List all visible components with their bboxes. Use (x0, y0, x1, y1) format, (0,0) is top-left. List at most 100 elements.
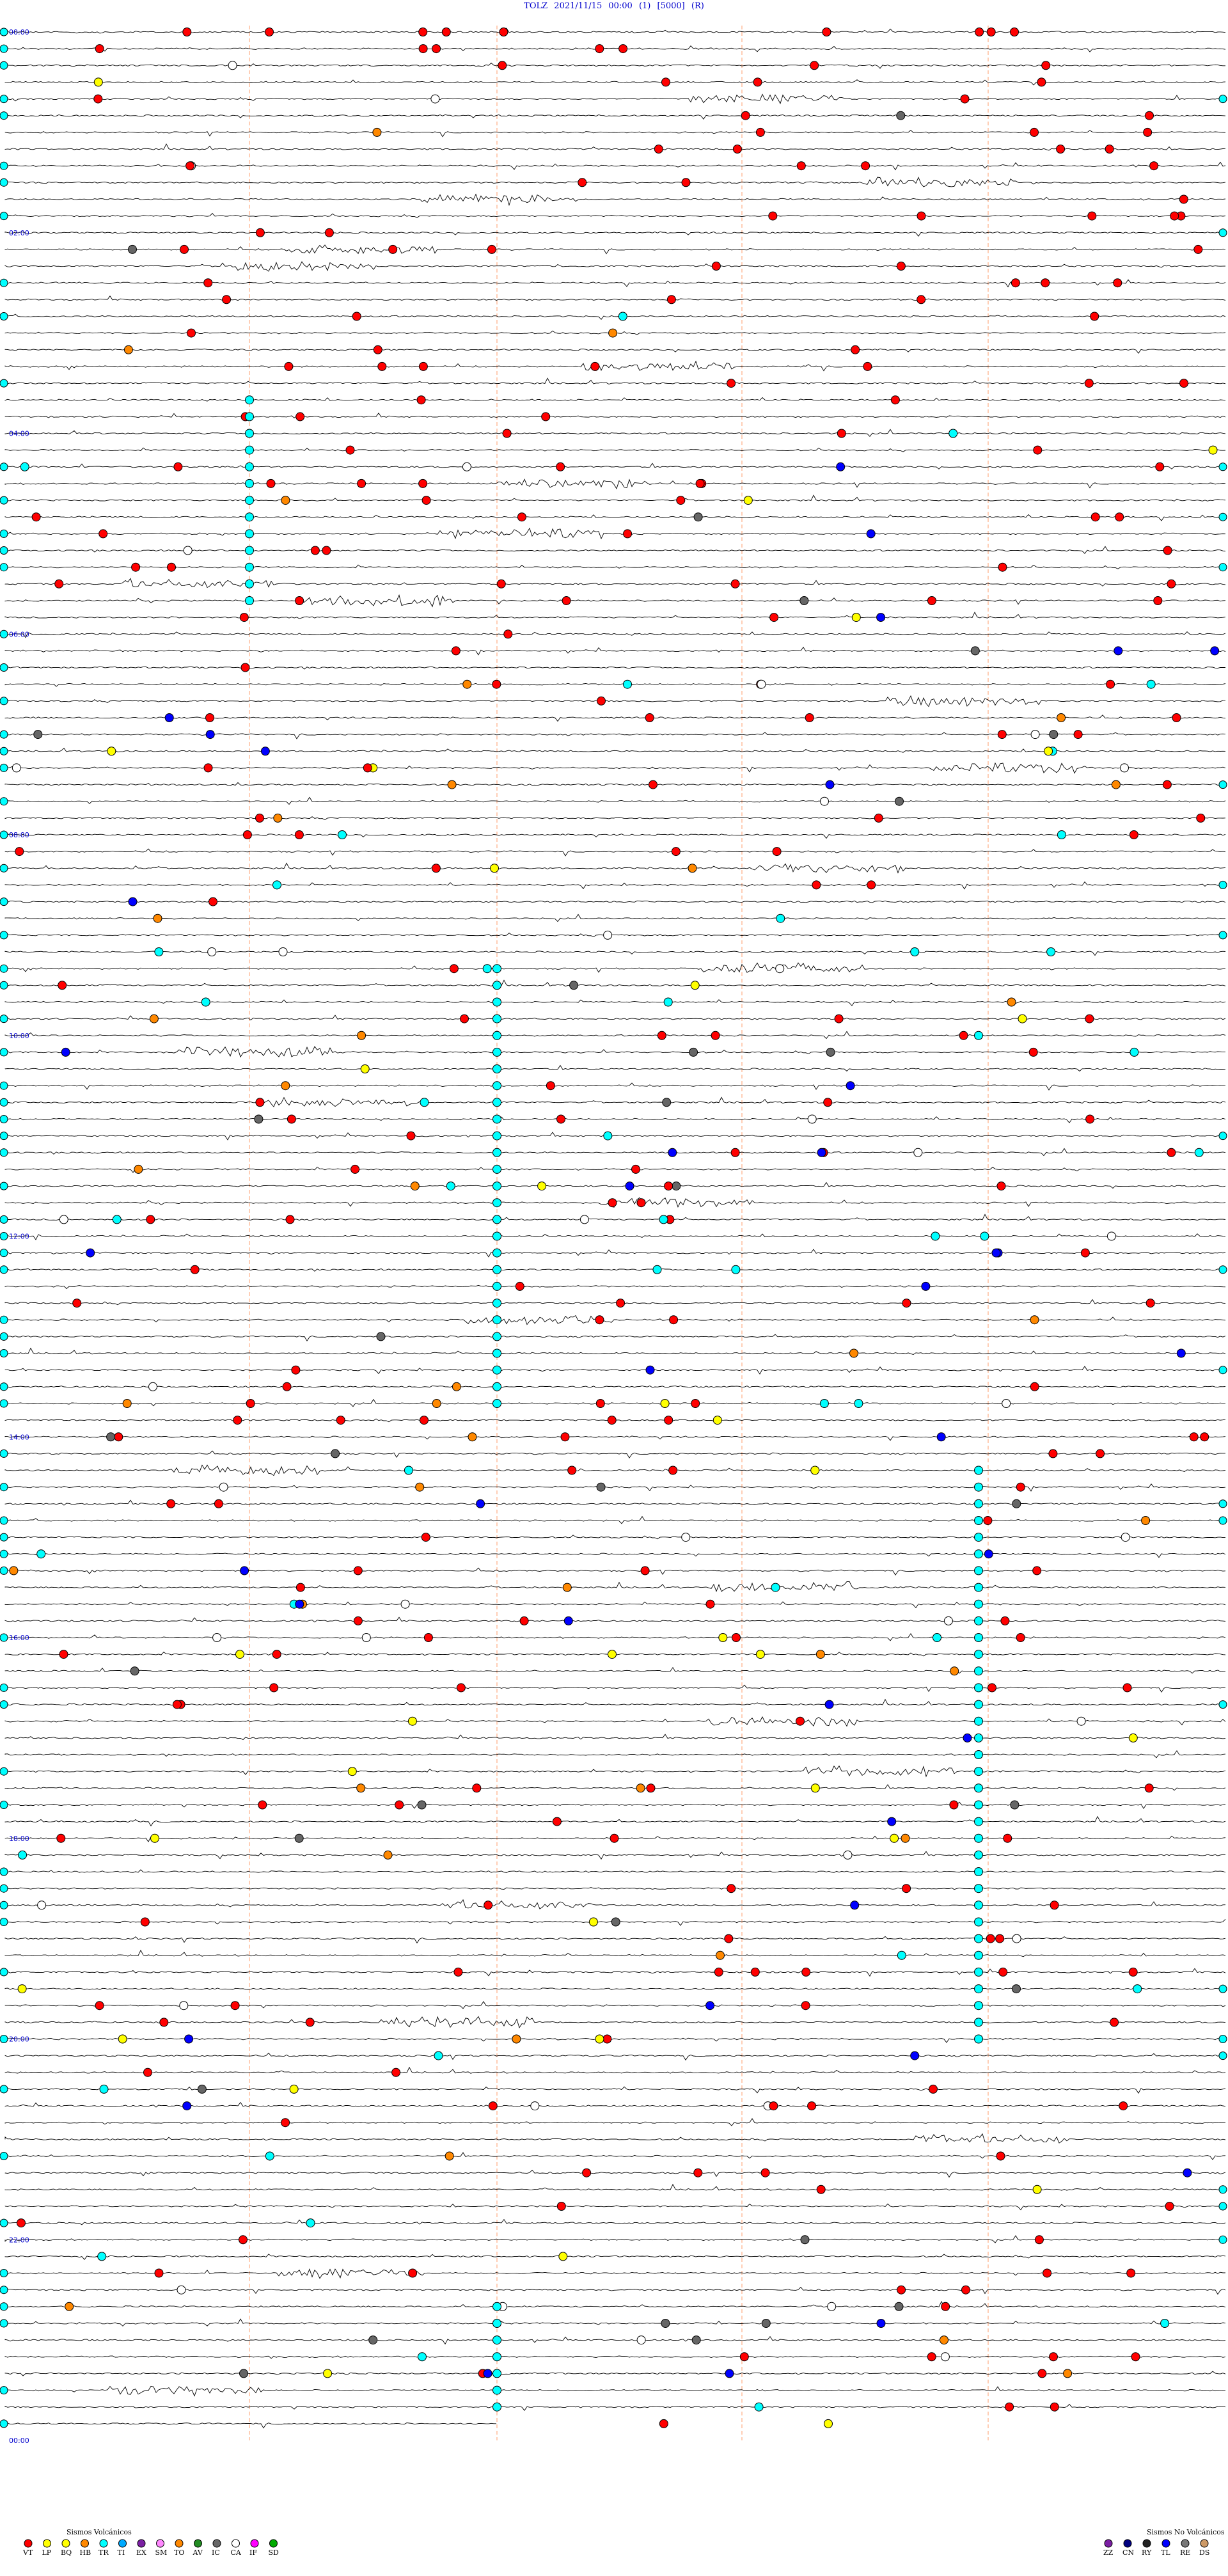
tremor-marker (0, 2419, 8, 2428)
tremor-marker (0, 1399, 8, 1408)
seismic-trace (4, 2300, 1226, 2308)
event-marker (352, 312, 361, 321)
event-marker (983, 1516, 993, 1525)
legend-swatch-vt (24, 2539, 33, 2548)
event-marker (410, 1181, 420, 1191)
seismic-trace (4, 1347, 1226, 1355)
event-marker (546, 1081, 555, 1091)
event-marker (861, 161, 870, 171)
tremor-marker (0, 1048, 8, 1057)
event-marker (595, 1399, 605, 1408)
event-marker (941, 2302, 950, 2311)
seismic-trace (4, 1567, 1226, 1576)
tremor-marker (245, 529, 254, 539)
tremor-marker (0, 2286, 8, 2295)
event-marker (1121, 1533, 1130, 1542)
tremor-marker (974, 1516, 983, 1525)
event-marker (810, 1783, 820, 1793)
event-marker (817, 1148, 826, 1157)
chart-title: TOLZ 2021/11/15 00:00 (1) [5000] (R) (0, 1, 1228, 11)
seismic-trace (4, 45, 1226, 52)
station-label: TOLZ (524, 1, 548, 11)
tremor-marker (974, 2018, 983, 2027)
event-marker (776, 913, 785, 923)
event-marker (345, 445, 355, 455)
legend-code-ds: DS (1199, 2548, 1209, 2557)
seismic-trace (4, 79, 1226, 86)
tremor-marker (0, 2152, 8, 2160)
event-marker (260, 747, 270, 756)
event-marker (154, 2268, 164, 2278)
event-marker (712, 1416, 722, 1425)
tremor-marker (1218, 880, 1227, 889)
event-marker (128, 244, 137, 254)
event-marker (623, 529, 633, 539)
legend-swatch-if (250, 2539, 259, 2548)
event-marker (668, 1148, 677, 1157)
event-marker (1030, 1382, 1039, 1391)
event-marker (1056, 145, 1066, 154)
event-marker (611, 1917, 620, 1927)
event-marker (579, 1215, 589, 1224)
event-marker (996, 1181, 1006, 1191)
event-marker (17, 1984, 27, 1994)
event-marker (1200, 1432, 1209, 1442)
event-marker (86, 1248, 95, 1258)
seismic-trace (4, 2016, 1226, 2028)
event-marker (9, 1566, 19, 1576)
hour-label: 14:00 (9, 1433, 29, 1441)
tremor-marker (974, 1716, 983, 1726)
event-marker (180, 244, 189, 254)
event-marker (502, 429, 512, 438)
tremor-marker (492, 1348, 501, 1358)
tremor-marker (0, 1700, 8, 1709)
seismic-trace (4, 296, 1226, 301)
legend-volcanic-title: Sismos Volcánicos (67, 2528, 132, 2536)
event-marker (182, 28, 192, 36)
event-marker (970, 646, 980, 656)
event-marker (1016, 1482, 1025, 1492)
event-marker (285, 1215, 295, 1224)
event-marker (988, 1683, 996, 1693)
tremor-marker (1218, 2202, 1227, 2211)
event-marker (15, 847, 24, 857)
event-marker (823, 1098, 833, 1107)
event-marker (730, 579, 740, 589)
event-marker (449, 964, 459, 974)
legend-swatch-ry (1142, 2539, 1151, 2548)
event-marker (482, 964, 492, 974)
seismic-trace (4, 1553, 1226, 1558)
event-marker (123, 345, 133, 354)
tremor-marker (974, 1750, 983, 1759)
seismic-trace (4, 2183, 1226, 2191)
event-marker (727, 1884, 736, 1893)
event-marker (691, 2335, 701, 2345)
event-marker (258, 1800, 267, 1810)
event-marker (959, 1031, 968, 1040)
event-marker (207, 947, 217, 956)
seismic-trace (4, 1869, 1226, 1873)
event-marker (278, 947, 288, 956)
event-marker (1018, 1014, 1027, 1023)
event-marker (1189, 1432, 1199, 1442)
event-marker (1012, 1499, 1021, 1508)
event-marker (910, 947, 920, 956)
seismic-trace (4, 429, 1226, 437)
legend-swatch-ca (232, 2539, 240, 2548)
legend-swatch-zz (1104, 2539, 1113, 2548)
tremor-marker (0, 797, 8, 806)
event-marker (31, 512, 41, 522)
seismic-trace (4, 1684, 1226, 1693)
event-marker (753, 77, 762, 87)
seismic-trace (4, 1483, 1226, 1492)
event-marker (1210, 646, 1220, 656)
event-marker (927, 2352, 936, 2362)
legend-swatch-hb (81, 2539, 89, 2548)
event-marker (636, 1198, 646, 1208)
event-marker (724, 1934, 734, 1943)
seismic-trace (4, 1899, 1226, 1909)
event-marker (824, 1700, 834, 1709)
seismic-trace (4, 1464, 1226, 1476)
event-marker (18, 1850, 28, 1860)
tremor-marker (492, 1281, 501, 1291)
